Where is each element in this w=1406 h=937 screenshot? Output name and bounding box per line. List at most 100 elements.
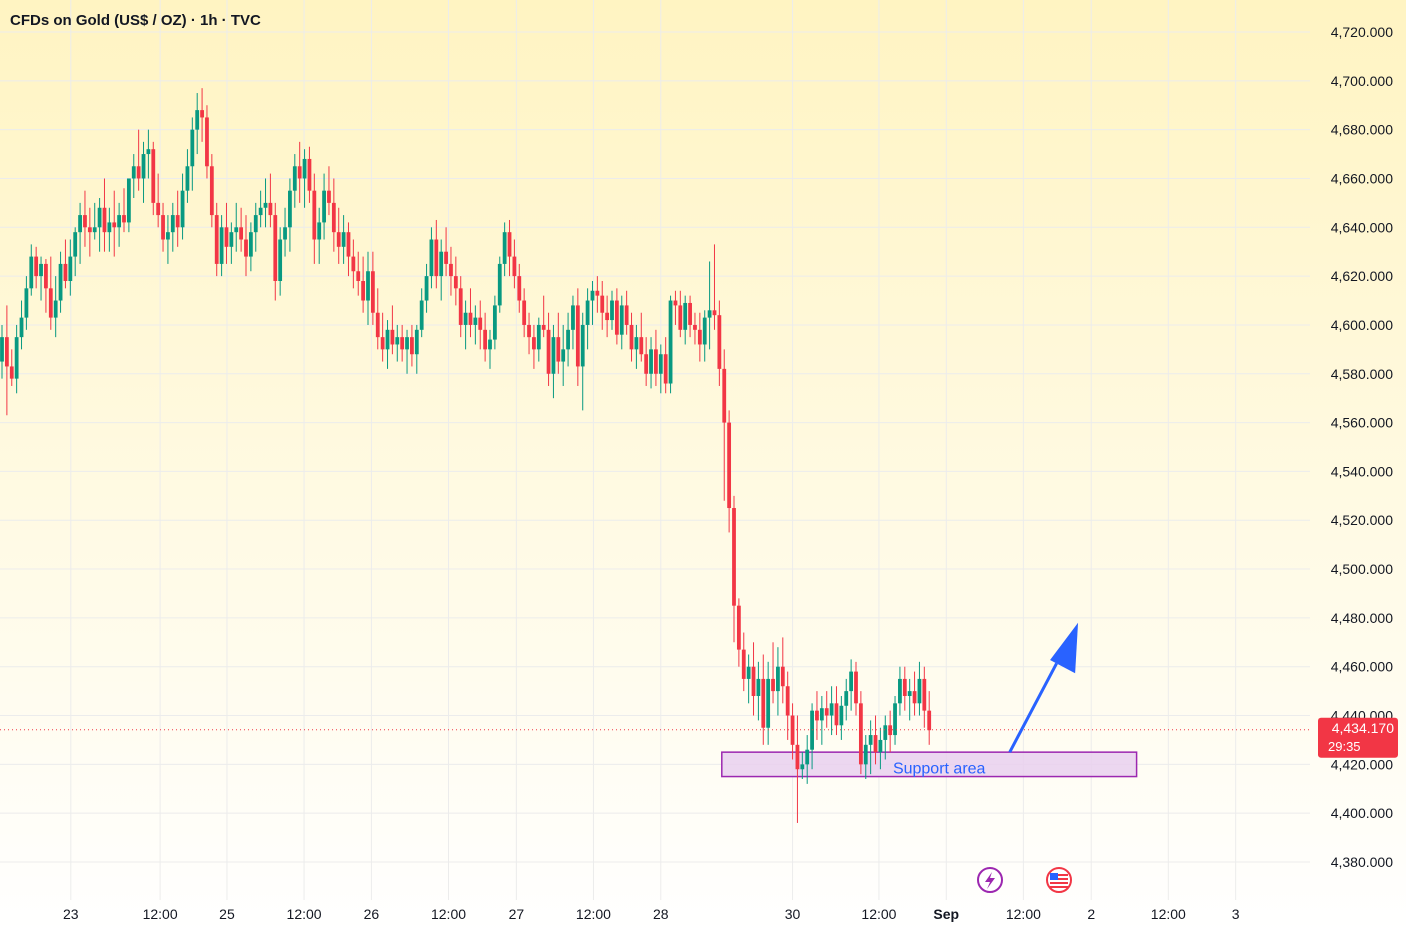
candle xyxy=(634,324,639,369)
x-tick-label: 12:00 xyxy=(576,906,611,922)
y-tick-label: 4,500.000 xyxy=(1331,561,1393,577)
candle xyxy=(19,300,24,350)
candle xyxy=(336,207,341,264)
x-axis[interactable]: 23 12:00 25 12:00 26 12:00 27 12:00 28 30 12:00 Sep… xyxy=(63,906,1240,922)
candle xyxy=(156,173,161,228)
candle xyxy=(346,222,351,277)
y-tick-label: 4,560.000 xyxy=(1331,415,1393,431)
candle xyxy=(170,202,175,252)
y-tick-label: 4,380.000 xyxy=(1331,854,1393,870)
candle xyxy=(370,251,375,325)
candle xyxy=(736,598,741,667)
candle xyxy=(248,222,253,272)
candle xyxy=(53,276,58,338)
candle xyxy=(268,173,273,228)
x-tick-label: 3 xyxy=(1232,906,1240,922)
x-tick-label: 12:00 xyxy=(1006,906,1041,922)
x-tick-label: 2 xyxy=(1087,906,1095,922)
candle xyxy=(898,666,902,716)
y-tick-label: 4,600.000 xyxy=(1331,317,1393,333)
candle xyxy=(126,178,131,233)
candle xyxy=(302,149,307,208)
x-tick-label: 23 xyxy=(63,906,79,922)
candle xyxy=(458,276,463,338)
candle xyxy=(922,666,927,728)
candle xyxy=(614,288,619,345)
candle xyxy=(229,222,234,264)
candle xyxy=(497,256,502,313)
chart-title: CFDs on Gold (US$ / OZ) · 1h · TVC xyxy=(10,12,261,29)
candle xyxy=(639,312,644,362)
candle xyxy=(405,329,409,374)
x-tick-label: Sep xyxy=(933,906,959,922)
candle xyxy=(219,215,224,277)
candle xyxy=(907,678,912,721)
support-zone-rect[interactable] xyxy=(721,751,1138,778)
candle xyxy=(463,300,468,350)
candle xyxy=(702,310,707,362)
candle xyxy=(668,295,673,394)
candle xyxy=(536,317,541,362)
candle xyxy=(697,312,702,362)
candle xyxy=(561,324,566,386)
candle xyxy=(122,188,126,233)
y-tick-label: 4,620.000 xyxy=(1331,268,1393,284)
candle xyxy=(678,290,683,338)
candle xyxy=(771,642,775,704)
candle xyxy=(341,215,346,264)
candle xyxy=(507,219,512,277)
candle xyxy=(849,659,854,711)
candle xyxy=(858,691,863,775)
candle xyxy=(551,324,556,399)
candle xyxy=(327,166,331,216)
y-tick-label: 4,400.000 xyxy=(1331,805,1393,821)
candle xyxy=(180,173,185,240)
candle xyxy=(878,727,883,770)
candle xyxy=(390,305,395,355)
candle xyxy=(380,312,385,362)
candle xyxy=(166,215,170,264)
x-tick-label: 25 xyxy=(219,906,235,922)
y-axis[interactable]: 4,380.0004,400.0004,420.0004,440.0004,46… xyxy=(1331,24,1393,870)
arrow-head xyxy=(1050,622,1079,674)
current-price-badge: 4,434.170 29:35 xyxy=(1318,717,1398,758)
candle xyxy=(902,666,907,711)
candle xyxy=(234,202,239,252)
candle xyxy=(502,222,507,277)
candle xyxy=(58,251,63,313)
lightning-event-icon[interactable] xyxy=(977,867,1003,893)
candle xyxy=(707,261,712,350)
candle xyxy=(195,93,200,155)
candle xyxy=(800,752,805,779)
candles xyxy=(0,88,932,823)
candle xyxy=(546,312,551,386)
candle xyxy=(410,324,414,367)
candle xyxy=(283,207,287,257)
candle xyxy=(366,251,370,325)
candle xyxy=(834,686,839,736)
candle xyxy=(68,239,73,296)
y-tick-label: 4,520.000 xyxy=(1331,512,1393,528)
us-flag-event-icon[interactable] xyxy=(1046,867,1072,893)
candle xyxy=(73,227,78,277)
candle xyxy=(780,637,785,704)
y-tick-label: 4,540.000 xyxy=(1331,463,1393,479)
candle xyxy=(683,295,688,345)
candle xyxy=(571,295,575,350)
candle xyxy=(209,154,214,228)
candle xyxy=(414,324,419,374)
candle xyxy=(112,190,117,257)
candle xyxy=(14,324,19,394)
candle xyxy=(605,295,610,338)
candle xyxy=(273,202,278,301)
candle xyxy=(527,312,531,355)
candle xyxy=(712,244,717,330)
candle xyxy=(761,654,766,745)
candle xyxy=(48,256,53,330)
candle xyxy=(741,632,746,692)
candle xyxy=(395,324,400,362)
support-zone-layer xyxy=(721,751,1138,778)
candle xyxy=(419,288,424,338)
